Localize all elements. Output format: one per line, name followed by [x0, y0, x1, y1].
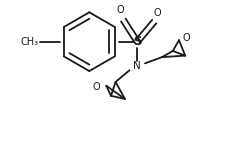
Text: O: O [116, 5, 124, 15]
Text: O: O [92, 81, 100, 92]
Text: N: N [133, 61, 141, 71]
Text: O: O [153, 8, 161, 18]
Text: CH₃: CH₃ [20, 37, 38, 47]
Text: O: O [183, 33, 191, 43]
Text: S: S [133, 35, 142, 48]
